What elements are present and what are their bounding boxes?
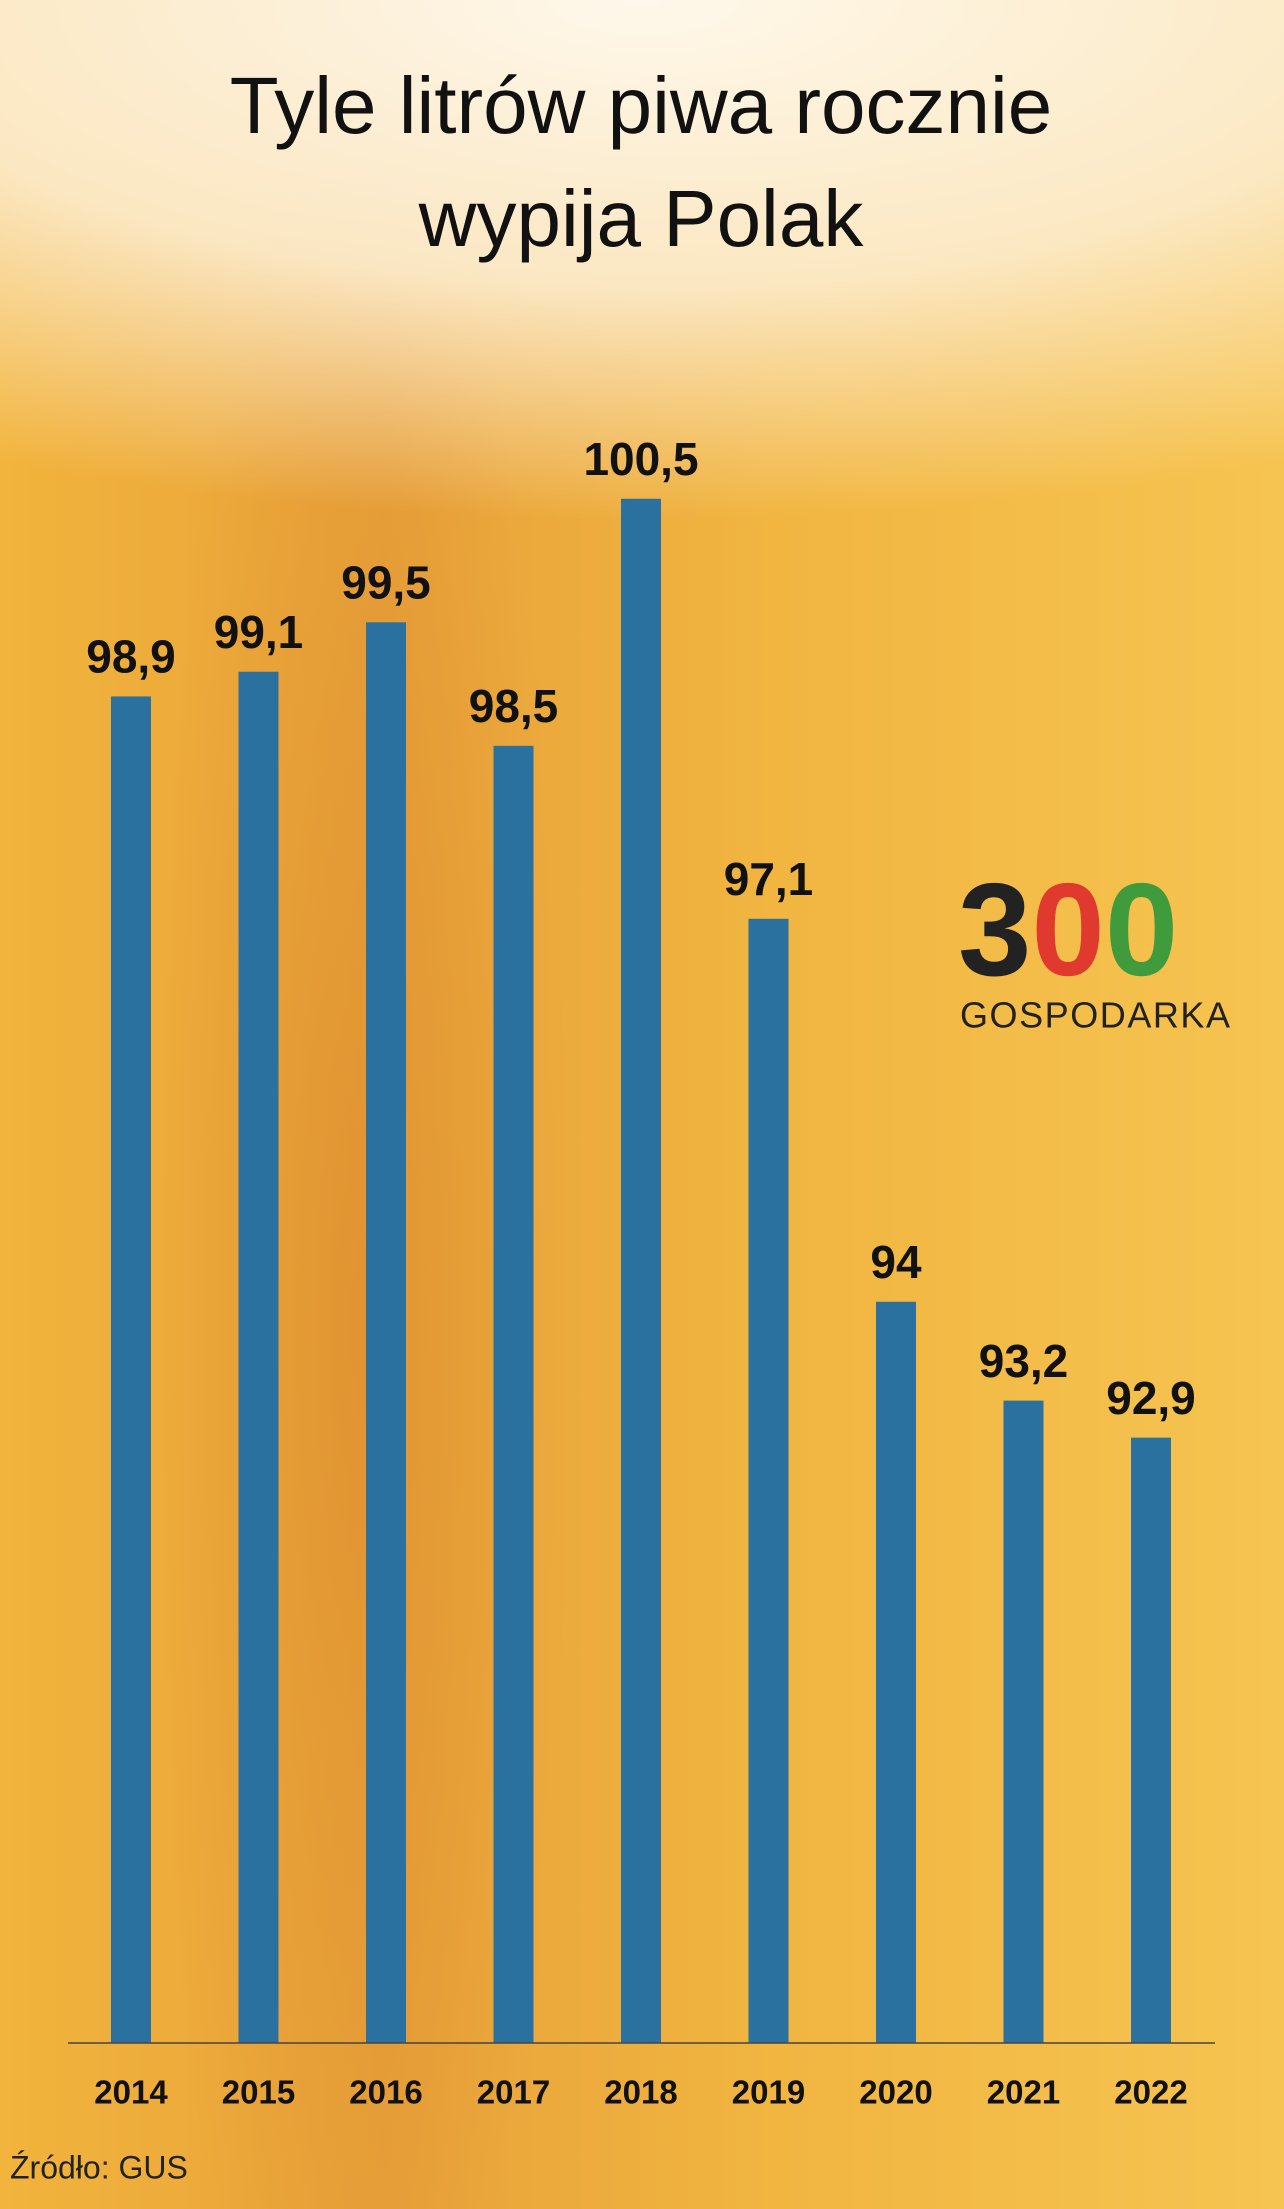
- x-tick-label: 2021: [987, 2074, 1060, 2111]
- chart-title: wypija Polak: [418, 174, 865, 263]
- x-tick-label: 2019: [732, 2074, 805, 2111]
- bar: [111, 696, 151, 2043]
- bar: [366, 622, 406, 2044]
- bar: [238, 671, 279, 2043]
- value-label: 97,1: [724, 853, 814, 905]
- logo-digit: 0: [1031, 856, 1104, 1003]
- x-tick-label: 2020: [859, 2074, 932, 2111]
- logo-digit: 0: [1105, 856, 1178, 1003]
- logo-name: GOSPODARKA: [960, 995, 1230, 1036]
- logo-digit: 3: [958, 856, 1031, 1003]
- value-label: 93,2: [979, 1335, 1069, 1387]
- x-tick-label: 2014: [94, 2074, 168, 2111]
- bar: [748, 918, 789, 2043]
- x-tick-label: 2018: [604, 2074, 677, 2111]
- value-label: 99,5: [341, 556, 431, 608]
- source: Źródło: GUS: [10, 2149, 188, 2185]
- x-tick-label: 2017: [477, 2074, 550, 2111]
- x-tick-label: 2022: [1114, 2074, 1187, 2111]
- value-label: 92,9: [1106, 1372, 1196, 1424]
- bar: [1003, 1400, 1044, 2043]
- value-label: 94: [870, 1236, 922, 1288]
- logo: 300 GOSPODARKA: [958, 856, 1230, 1036]
- chart-title: Tyle litrów piwa rocznie: [230, 61, 1053, 150]
- bar: [621, 498, 661, 2043]
- logo-digits: 300: [958, 856, 1178, 1003]
- value-label: 98,5: [469, 680, 559, 732]
- x-tick-label: 2016: [349, 2074, 422, 2111]
- x-tick-label: 2015: [222, 2074, 295, 2111]
- bar: [1131, 1437, 1171, 2043]
- value-label: 98,9: [86, 631, 176, 683]
- value-label: 99,1: [214, 606, 304, 658]
- bar: [493, 745, 534, 2043]
- bar: [876, 1301, 916, 2043]
- value-label: 100,5: [583, 433, 698, 485]
